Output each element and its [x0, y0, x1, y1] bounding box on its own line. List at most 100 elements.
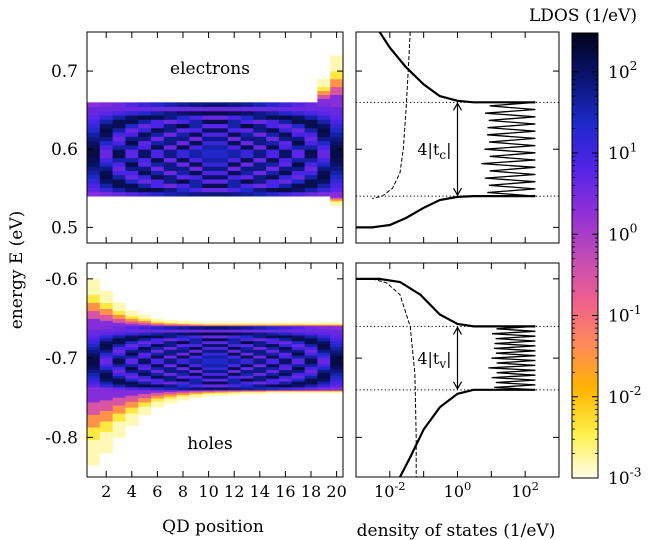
- ldos-band-cell: [138, 381, 152, 385]
- ldos-band-cell: [163, 170, 177, 176]
- ldos-band-cell: [304, 157, 318, 163]
- labels-layer: energy E (eV) QD position density of sta…: [7, 6, 637, 540]
- ldos-band-cell: [279, 153, 293, 159]
- ldos-band-cell: [266, 127, 280, 133]
- ldos-tail-cell: [189, 391, 203, 393]
- ldos-band-cell: [112, 132, 126, 137]
- ldos-band-cell: [253, 363, 267, 368]
- ldos-band-cell: [202, 326, 216, 330]
- x-tick-label: 20: [326, 482, 346, 501]
- ldos-band-cell: [189, 115, 203, 120]
- ldos-band-cell: [227, 187, 241, 193]
- ldos-band-cell: [125, 352, 139, 356]
- ldos-band-cell: [279, 187, 293, 193]
- ldos-band-cell: [112, 332, 126, 336]
- ldos-band-cell: [266, 378, 280, 382]
- ldos-tail-cell: [125, 389, 139, 397]
- ldos-band-cell: [99, 366, 113, 371]
- ldos-tail-cell: [189, 322, 203, 324]
- ldos-band-cell: [112, 140, 126, 146]
- ldos-tail-cell: [125, 315, 139, 319]
- ldos-band-cell: [240, 149, 254, 154]
- ldos-band-cell: [330, 106, 344, 112]
- ldos-tail-cell: [240, 323, 254, 325]
- ldos-band-cell: [99, 162, 113, 167]
- ldos-tail-cell: [176, 394, 190, 398]
- ldos-tail-cell: [240, 322, 254, 324]
- ldos-band-cell: [215, 378, 229, 382]
- ldos-band-cell: [189, 337, 203, 342]
- ldos-band-cell: [279, 343, 293, 347]
- ldos-band-cell: [304, 102, 318, 107]
- ldos-band-cell: [151, 326, 165, 330]
- ldos-tail-cell: [87, 402, 101, 416]
- ldos-band-cell: [240, 170, 254, 176]
- ldos-band-cell: [240, 352, 254, 356]
- y-tick-label: 0.5: [51, 218, 78, 238]
- ldos-tail-cell: [215, 390, 229, 393]
- ldos-band-cell: [330, 329, 344, 333]
- ldos-tail-cell: [163, 323, 177, 325]
- ldos-tail-cell: [176, 393, 190, 396]
- ldos-band-cell: [99, 378, 113, 382]
- ldos-band-cell: [151, 346, 165, 350]
- ldos-band-cell: [112, 179, 126, 184]
- ldos-band-cell: [163, 157, 177, 163]
- ldos-tail-cell: [151, 401, 165, 405]
- ldos-tail-cell: [176, 389, 190, 392]
- ldos-band-cell: [151, 174, 165, 180]
- ldos-band-cell: [112, 372, 126, 376]
- ldos-band-cell: [87, 127, 101, 133]
- ldos-band-cell: [163, 140, 177, 146]
- ldos-band-cell: [163, 375, 177, 379]
- ldos-band-cell: [215, 332, 229, 336]
- ldos-tail-cell: [99, 302, 113, 309]
- ldos-band-cell: [215, 346, 229, 350]
- ldos-band-cell: [176, 132, 190, 137]
- ldos-band-cell: [304, 372, 318, 376]
- ldos-band-cell: [189, 384, 203, 388]
- ldos-band-cell: [253, 136, 267, 142]
- ldos-band-cell: [215, 187, 229, 193]
- ldos-band-cell: [317, 346, 331, 350]
- ldos-band-cell: [99, 140, 113, 146]
- colorbar-tick-label: 10-1: [608, 303, 642, 327]
- ldos-tail-cell: [189, 389, 203, 392]
- ldos-band-cell: [330, 372, 344, 376]
- ldos-tail-cell: [330, 71, 344, 80]
- ldos-tail-cell: [330, 63, 344, 72]
- ldos-tail-cell: [138, 324, 152, 327]
- ldos-tail-cell: [125, 395, 139, 403]
- ldos-band-cell: [291, 166, 305, 171]
- ldos-band-cell: [112, 144, 126, 150]
- ldos-tail-cell: [138, 320, 152, 323]
- ldos-band-cell: [330, 132, 344, 137]
- ldos-band-cell: [87, 355, 101, 359]
- ldos-tail-cell: [227, 323, 241, 325]
- ldos-band-cell: [99, 372, 113, 376]
- ldos-band-cell: [227, 329, 241, 333]
- ldos-band-cell: [215, 358, 229, 362]
- ldos-tail-cell: [151, 319, 165, 322]
- ldos-tail-cell: [330, 390, 344, 392]
- ldos-band-cell: [330, 157, 344, 163]
- ldos-band-cell: [87, 136, 101, 142]
- ldos-tail-cell: [227, 392, 241, 395]
- ldos-band-cell: [330, 183, 344, 188]
- ldos-tail-cell: [317, 322, 331, 324]
- ldos-band-cell: [253, 340, 267, 345]
- colorbar-title: LDOS (1/eV): [529, 6, 637, 26]
- ldos-band-cell: [253, 149, 267, 154]
- ldos-band-cell: [330, 346, 344, 350]
- ldos-band-cell: [304, 360, 318, 365]
- ldos-band-cell: [151, 352, 165, 356]
- ldos-band-cell: [87, 153, 101, 159]
- ldos-band-cell: [330, 360, 344, 365]
- ldos-band-cell: [163, 149, 177, 154]
- ldos-tail-cell: [227, 389, 241, 392]
- ldos-band-cell: [227, 132, 241, 137]
- ldos-tail-cell: [87, 286, 101, 296]
- ldos-tail-cell: [163, 322, 177, 324]
- ldos-band-cell: [125, 162, 139, 167]
- ldos-band-cell: [163, 110, 177, 116]
